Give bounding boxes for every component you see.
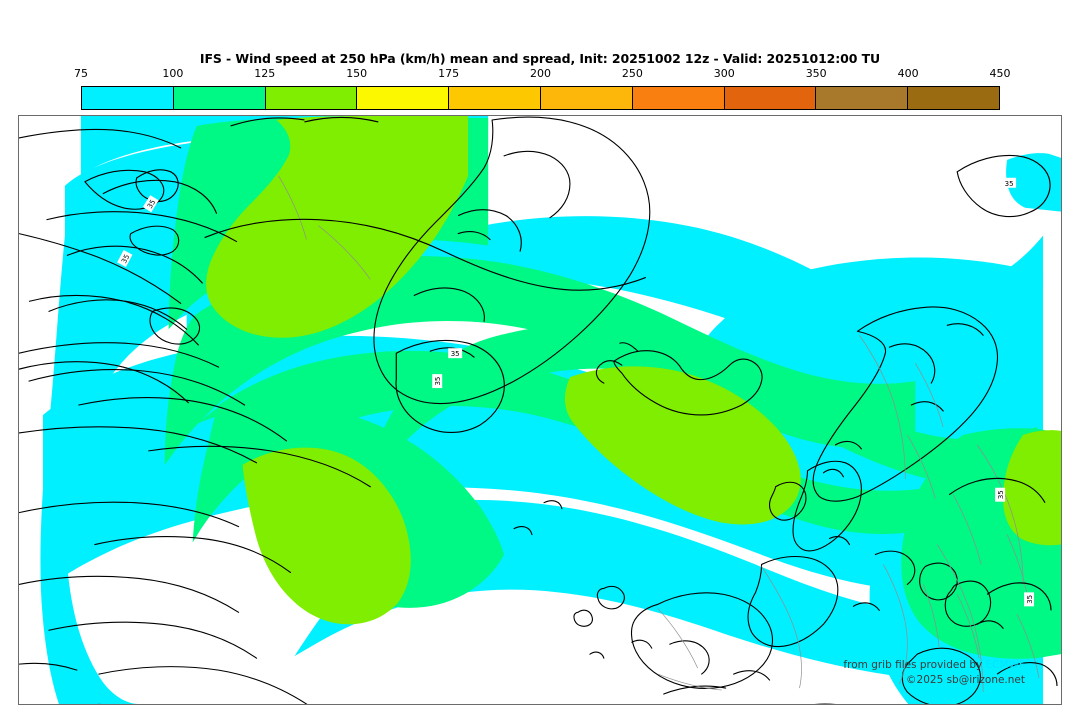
page-title: IFS - Wind speed at 250 hPa (km/h) mean … [199,51,881,66]
colorbar-segment-125-150 [265,87,358,109]
svg-text:35: 35 [434,377,442,386]
colorbar-gradient [81,86,1000,110]
colorbar-segment-250-300 [632,87,725,109]
colorbar-segment-350-400 [816,87,909,109]
colorbar-segment-100-125 [173,87,266,109]
colorbar-tick-75: 75 [74,67,88,80]
colorbar-tick-175: 175 [438,67,460,80]
colorbar-segment-300-350 [724,87,817,109]
svg-text:35: 35 [1026,595,1034,604]
colorbar-tick-100: 100 [162,67,184,80]
svg-text:35: 35 [1005,180,1014,188]
colorbar-tick-450: 450 [989,67,1011,80]
contour-labels: 35 35 35 35 [117,177,1034,607]
colorbar-tick-200: 200 [530,67,551,80]
colorbar-tick-250: 250 [621,67,643,80]
map-canvas[interactable]: 35 35 35 35 [18,115,1062,705]
colorbar-tick-400: 400 [897,67,919,80]
map-graphic: 35 35 35 35 [19,116,1061,704]
colorbar-tick-labels: 75 100 125 150 175 200 250 300 350 400 450 [74,67,1011,83]
colorbar-segment-400-450 [908,87,999,109]
political-borders [278,175,1040,693]
fill-band-125-150 [206,116,1061,625]
colorbar-segment-175-200 [449,87,541,109]
colorbar-segment-200-250 [540,87,633,109]
svg-text:35: 35 [120,253,131,265]
colorbar-tick-150: 150 [346,67,368,80]
svg-text:35: 35 [997,490,1005,499]
colorbar-segment-75-100 [82,87,174,109]
colorbar-legend: 75 100 125 150 175 200 250 300 350 400 450 [74,67,1011,110]
svg-text:35: 35 [146,198,157,210]
colorbar-tick-125: 125 [254,67,276,80]
svg-text:35: 35 [451,350,460,358]
colorbar-segment-150-175 [357,87,450,109]
spread-contours [19,116,1058,687]
colorbar-tick-300: 300 [713,67,735,80]
colorbar-tick-350: 350 [805,67,827,80]
